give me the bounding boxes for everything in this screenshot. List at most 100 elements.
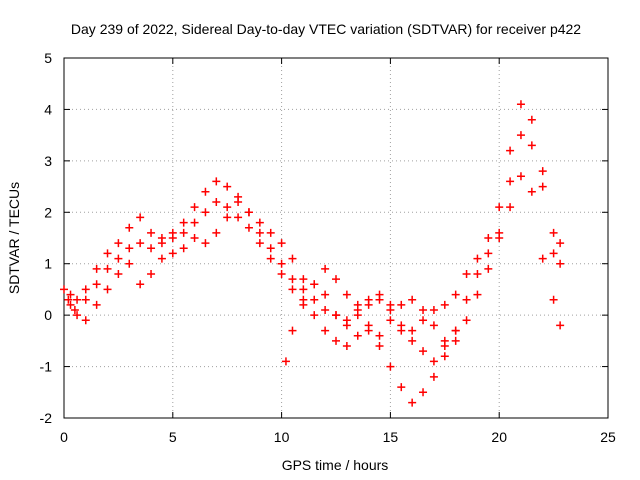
grid-lines <box>64 58 608 418</box>
data-point <box>321 264 330 273</box>
data-point <box>440 336 449 345</box>
data-point <box>440 300 449 309</box>
data-point <box>527 115 536 124</box>
data-points <box>60 100 565 407</box>
data-point <box>538 182 547 191</box>
data-point <box>212 198 221 206</box>
y-tick-label: -1 <box>40 359 53 375</box>
data-point <box>266 244 275 253</box>
data-point <box>255 218 264 227</box>
data-point <box>190 234 199 242</box>
data-point <box>299 285 308 294</box>
data-point <box>201 208 210 217</box>
series-track-1 <box>60 100 565 335</box>
data-point <box>462 295 471 304</box>
data-point <box>125 223 134 232</box>
data-point <box>277 259 286 268</box>
data-point <box>299 275 308 284</box>
data-point <box>429 321 438 330</box>
data-point <box>212 177 221 186</box>
data-point <box>114 254 123 263</box>
data-point <box>429 357 438 366</box>
chart-title: Day 239 of 2022, Sidereal Day-to-day VTE… <box>71 21 581 37</box>
x-tick-label: 5 <box>169 429 177 445</box>
data-point <box>81 295 90 304</box>
data-point <box>397 326 406 335</box>
data-point <box>506 203 515 212</box>
data-point <box>157 239 166 248</box>
data-point <box>408 326 417 335</box>
data-point <box>147 244 156 253</box>
data-point <box>103 249 112 258</box>
data-point <box>429 306 438 314</box>
y-axis-label: SDTVAR / TECUs <box>6 182 22 294</box>
data-point <box>364 295 373 304</box>
data-point <box>66 300 75 309</box>
data-point <box>473 270 482 278</box>
y-tick-labels: -2 -1 0 1 2 3 4 5 <box>40 50 53 426</box>
data-point <box>223 203 232 212</box>
data-point <box>92 264 101 273</box>
axis-ticks <box>63 57 609 419</box>
data-point <box>538 167 547 176</box>
data-point <box>255 228 264 237</box>
data-point <box>223 182 232 191</box>
data-point <box>81 285 90 294</box>
data-point <box>342 290 351 299</box>
data-point <box>462 270 471 278</box>
data-point <box>342 321 351 330</box>
data-point <box>114 270 123 278</box>
data-point <box>66 290 75 299</box>
data-point <box>556 321 565 330</box>
data-point <box>429 372 438 381</box>
data-point <box>364 321 373 330</box>
data-point <box>310 280 319 289</box>
data-point <box>419 316 428 325</box>
data-point <box>527 141 536 150</box>
y-tick-label: 5 <box>44 50 52 66</box>
data-point <box>516 172 525 181</box>
data-point <box>288 326 297 335</box>
data-point <box>125 244 134 253</box>
data-point <box>495 203 504 212</box>
data-point <box>234 198 243 206</box>
data-point <box>342 342 351 350</box>
data-point <box>136 213 145 222</box>
data-point <box>321 290 330 299</box>
data-point <box>419 306 428 314</box>
y-tick-label: 4 <box>44 101 52 117</box>
data-point <box>266 228 275 237</box>
x-tick-label: 25 <box>600 429 616 445</box>
data-point <box>484 264 493 273</box>
data-point <box>244 208 253 217</box>
data-point <box>538 254 547 263</box>
data-point <box>451 336 460 345</box>
data-point <box>288 285 297 294</box>
data-point <box>332 311 340 320</box>
data-point <box>168 249 177 258</box>
data-point <box>157 254 166 263</box>
data-point <box>179 244 188 253</box>
data-point <box>419 388 428 397</box>
data-point <box>495 234 504 242</box>
data-point <box>190 218 199 227</box>
data-point <box>299 300 308 309</box>
plot-area-border <box>63 57 609 419</box>
data-point <box>255 239 264 248</box>
data-point <box>136 280 145 289</box>
x-tick-labels: 0 5 10 15 20 25 <box>60 429 616 445</box>
data-point <box>125 259 134 268</box>
data-point <box>103 285 112 294</box>
data-point <box>321 306 330 314</box>
data-point <box>201 187 210 196</box>
data-point <box>147 270 156 278</box>
y-tick-label: 2 <box>44 204 52 220</box>
data-point <box>386 316 395 325</box>
data-point <box>310 295 319 304</box>
data-point <box>556 239 565 248</box>
data-point <box>419 347 428 356</box>
data-point <box>386 362 395 371</box>
data-point <box>266 254 275 263</box>
data-point <box>516 100 525 109</box>
